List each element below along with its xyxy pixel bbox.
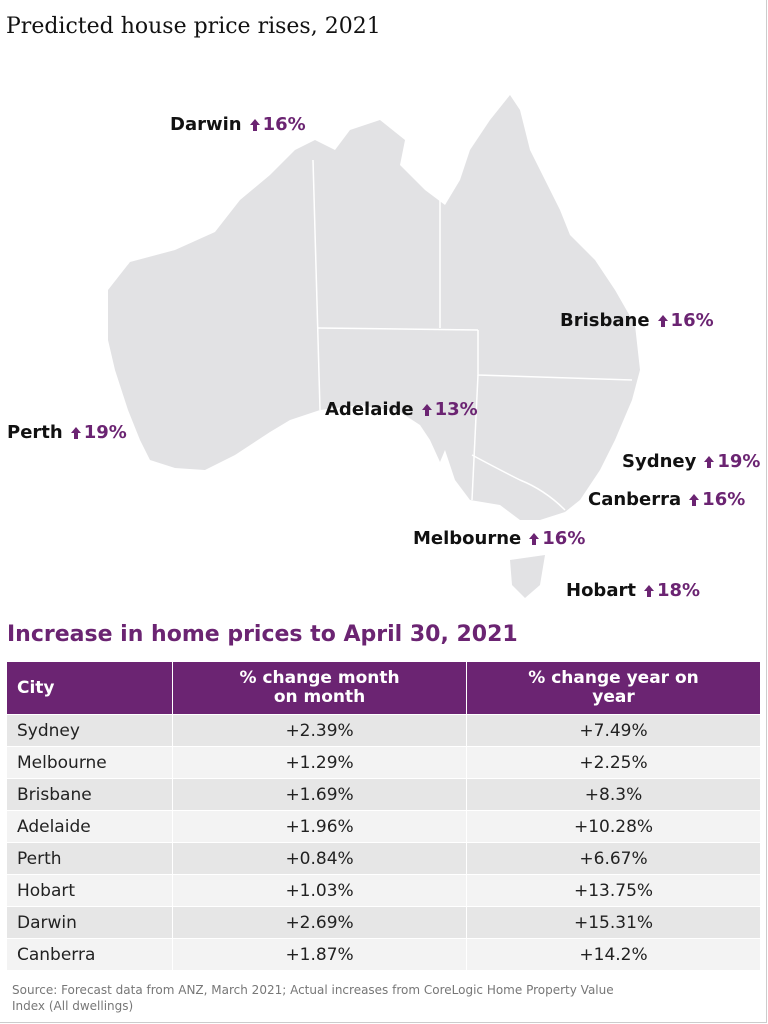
- table-title: Increase in home prices to April 30, 202…: [7, 622, 518, 647]
- table-row: Melbourne +1.29% +2.25%: [5, 746, 761, 779]
- table-cell: +10.28%: [466, 810, 761, 843]
- city: Melbourne: [413, 528, 522, 549]
- table-cell: +15.31%: [466, 906, 761, 939]
- border: [471, 454, 566, 511]
- table-cell: +13.75%: [466, 874, 761, 907]
- up-arrow: [421, 403, 432, 416]
- city: Adelaide: [325, 399, 414, 420]
- map-label: Canberra 16%: [588, 489, 745, 510]
- table-cell: +6.67%: [466, 842, 761, 875]
- mainland: [108, 95, 640, 520]
- up-arrow: [657, 314, 668, 327]
- table-cell: +14.2%: [466, 938, 761, 971]
- price-table: City % change month on month % change year…: [5, 661, 761, 971]
- table-body: Sydney +2.39% +7.49% Melbourne +1.29% +2.25% B…: [5, 714, 761, 971]
- header-cell: % change year on year: [466, 661, 761, 715]
- tasmania: [510, 555, 545, 598]
- change: 19%: [83, 422, 127, 443]
- table-row: Darwin +2.69% +15.31%: [5, 906, 761, 939]
- state-borders: [312, 150, 633, 511]
- table-cell: Darwin: [5, 906, 174, 939]
- map-label: Brisbane 16%: [560, 310, 714, 331]
- table-cell: +8.3%: [466, 778, 761, 811]
- table-cell: +1.69%: [172, 778, 468, 811]
- table-cell: Melbourne: [5, 746, 174, 779]
- map-label: Melbourne 16%: [413, 528, 585, 549]
- table-cell: +2.25%: [466, 746, 761, 779]
- table-row: Adelaide +1.96% +10.28%: [5, 810, 761, 843]
- city: Brisbane: [560, 310, 650, 331]
- table-cell: Canberra: [5, 938, 174, 971]
- up-arrow: [249, 118, 260, 131]
- header-cell: % change month on month: [172, 661, 468, 715]
- up-arrow: [529, 532, 540, 545]
- change: 18%: [656, 580, 701, 601]
- map-label: Darwin 16%: [170, 114, 306, 135]
- table-row: Perth +0.84% +6.67%: [5, 842, 761, 875]
- up-arrow: [689, 493, 700, 506]
- city: Darwin: [170, 114, 242, 135]
- up-arrow: [70, 426, 81, 439]
- change: 16%: [670, 310, 714, 331]
- table-cell: Hobart: [5, 874, 174, 907]
- table-cell: +1.87%: [172, 938, 468, 971]
- table-cell: +7.49%: [466, 714, 761, 747]
- border: [317, 327, 479, 331]
- map-label: Hobart 18%: [566, 580, 700, 601]
- header-text: City: [17, 677, 55, 698]
- up-arrow: [643, 584, 654, 597]
- table-cell: +1.96%: [172, 810, 468, 843]
- table-cell: Brisbane: [5, 778, 174, 811]
- change: 13%: [434, 399, 478, 420]
- table-cell: +1.03%: [172, 874, 468, 907]
- source-note: Source: Forecast data from ANZ, March 20…: [12, 983, 614, 1013]
- header-text: % change month on month: [239, 668, 400, 707]
- table-row: Brisbane +1.69% +8.3%: [5, 778, 761, 811]
- table-cell: Sydney: [5, 714, 174, 747]
- table-cell: +2.39%: [172, 714, 468, 747]
- change: 16%: [702, 489, 746, 510]
- header-cell: City: [5, 661, 174, 715]
- table-row: Hobart +1.03% +13.75%: [5, 874, 761, 907]
- page-title: Predicted house price rises, 2021: [6, 14, 381, 39]
- city: Canberra: [588, 489, 682, 510]
- australia-map: [108, 95, 640, 598]
- table-cell: +2.69%: [172, 906, 468, 939]
- city: Perth: [7, 422, 63, 443]
- border: [312, 159, 321, 411]
- table-cell: Perth: [5, 842, 174, 875]
- table-row: Canberra +1.87% +14.2%: [5, 938, 761, 971]
- table-cell: +0.84%: [172, 842, 468, 875]
- change: 16%: [542, 528, 586, 549]
- map-label: Perth 19%: [7, 422, 127, 443]
- map-label: Adelaide 13%: [325, 399, 478, 420]
- table-cell: +1.29%: [172, 746, 468, 779]
- table-cell: Adelaide: [5, 810, 174, 843]
- city: Hobart: [566, 580, 636, 601]
- border: [471, 374, 479, 501]
- header-text: % change year on year: [528, 668, 699, 707]
- map-label: Sydney 19%: [622, 451, 760, 472]
- up-arrow: [704, 455, 715, 468]
- change: 16%: [262, 114, 306, 135]
- city: Sydney: [622, 451, 697, 472]
- table-row: Sydney +2.39% +7.49%: [5, 714, 761, 747]
- header-row: City % change month on month % change year…: [5, 661, 761, 715]
- change: 19%: [717, 451, 761, 472]
